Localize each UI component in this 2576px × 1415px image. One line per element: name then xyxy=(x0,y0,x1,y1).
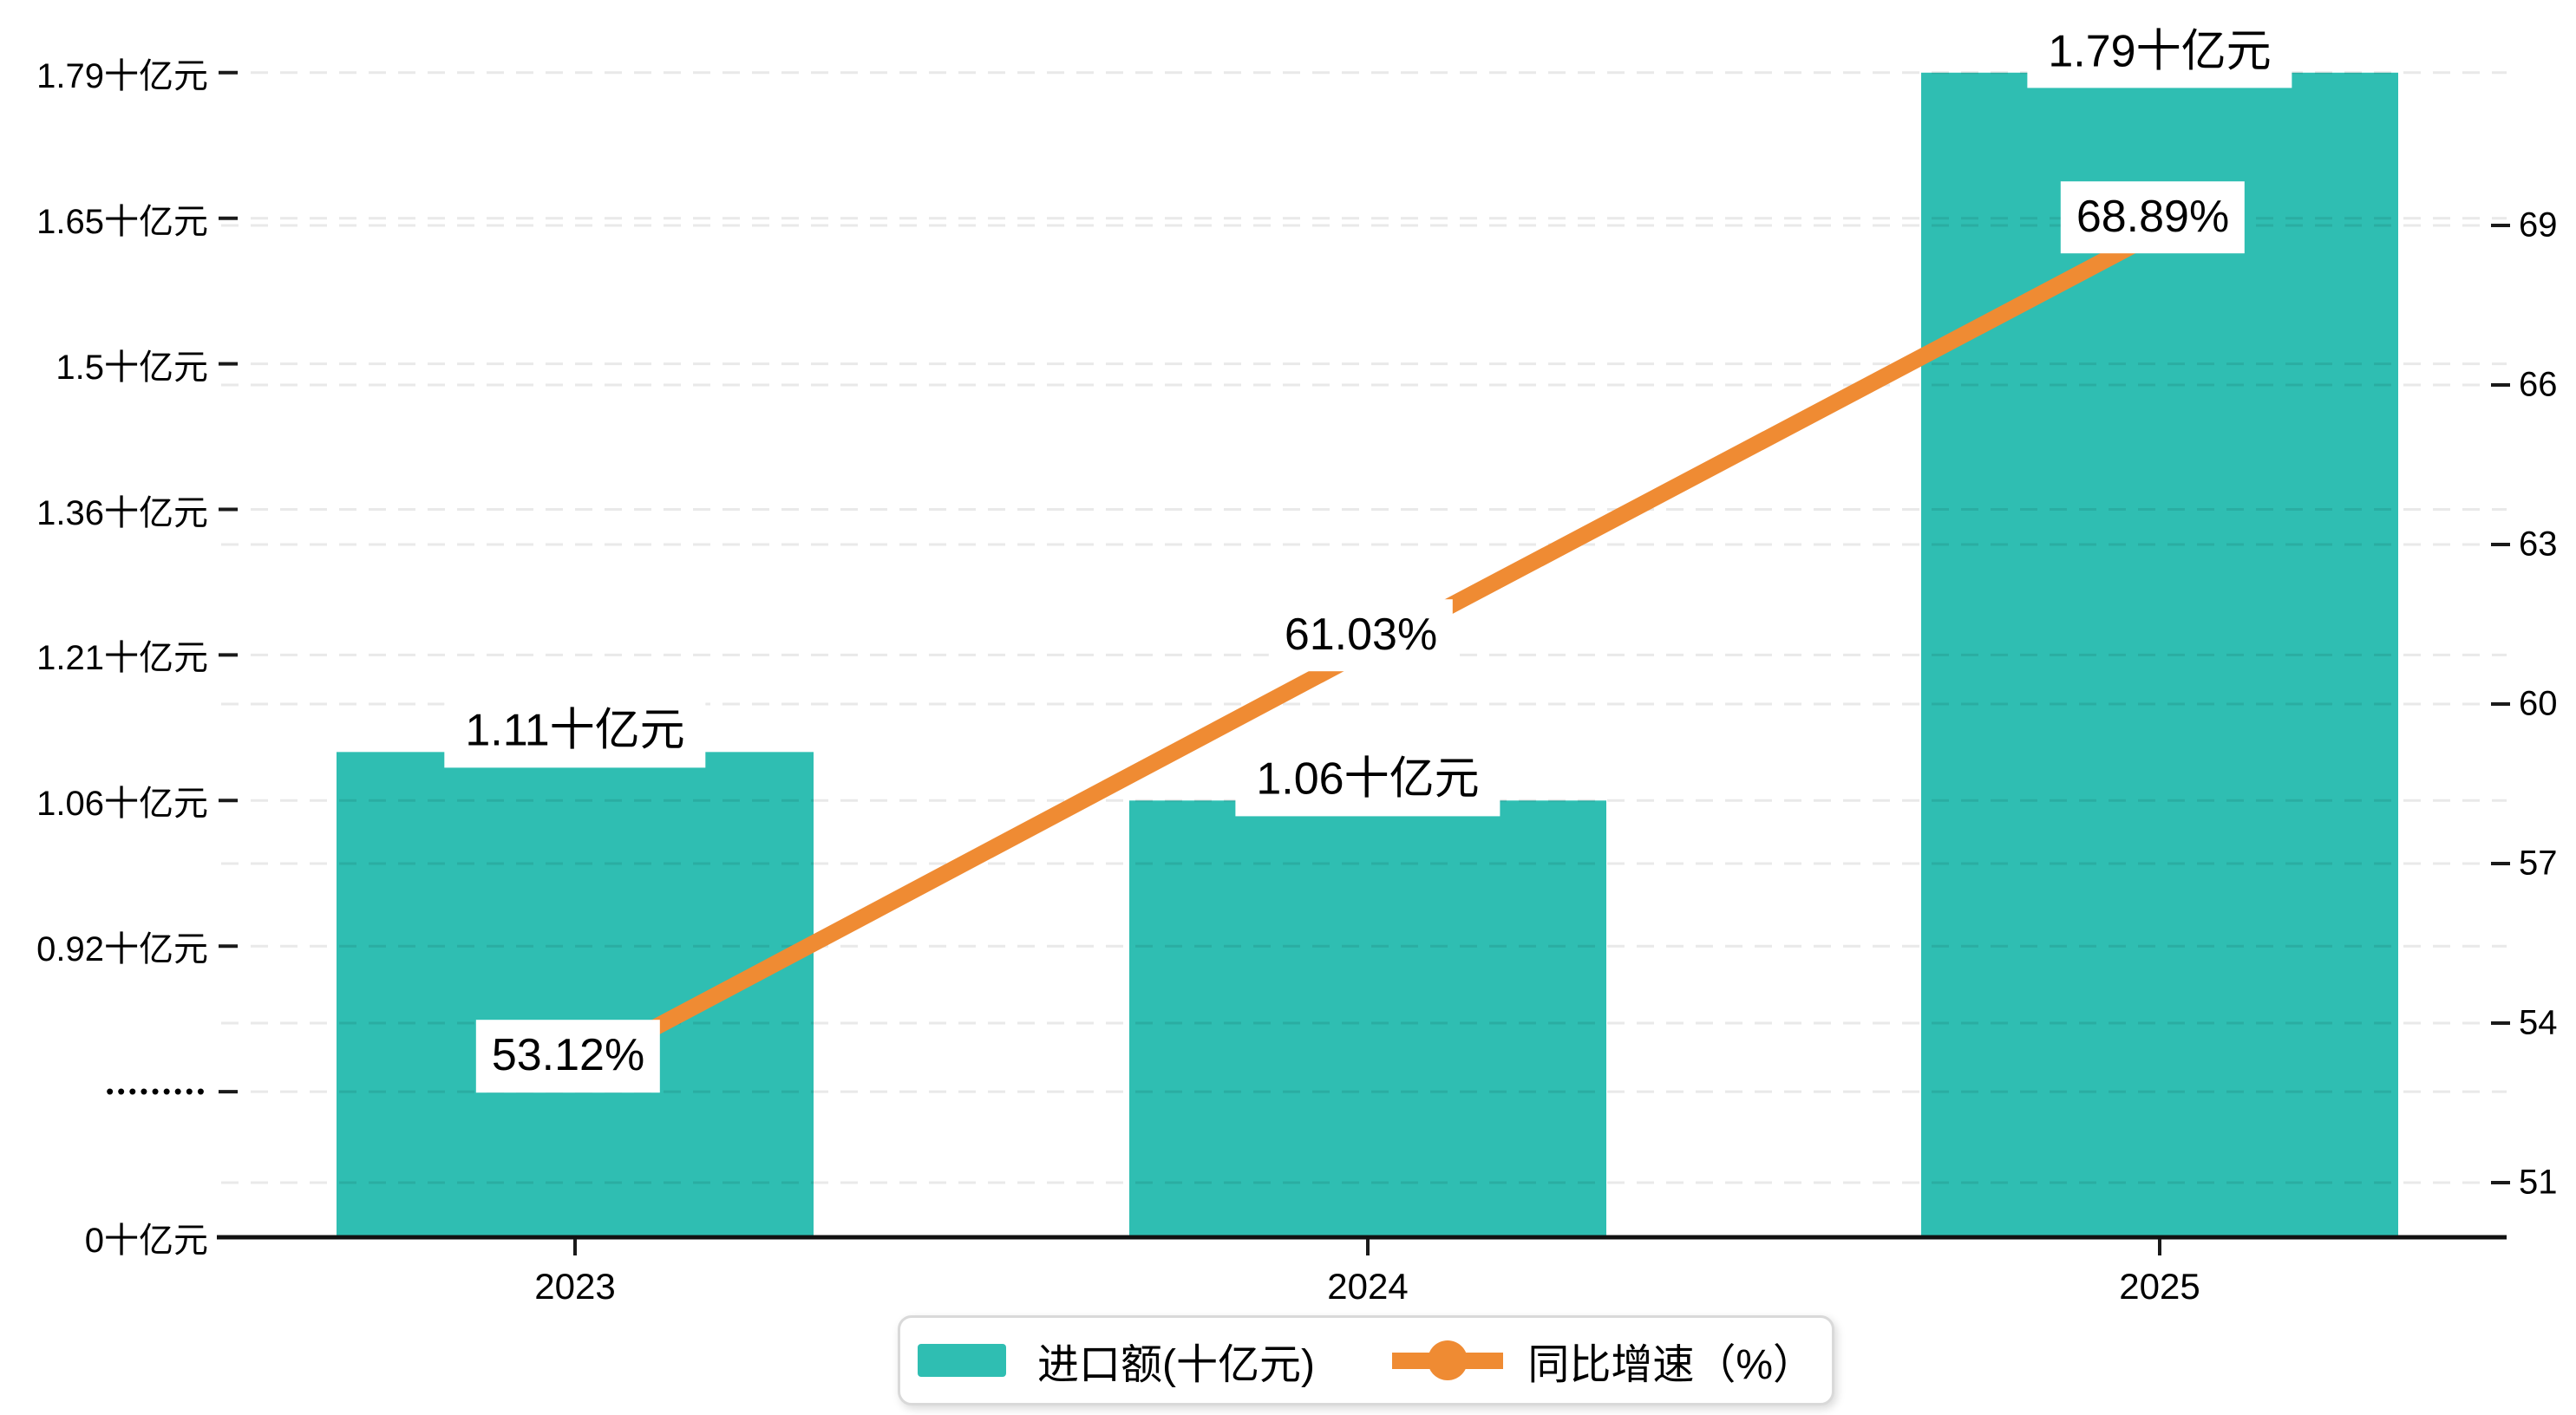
bar-value-label: 1.06十亿元 xyxy=(1235,743,1500,817)
right-axis-tick-label: 66 xyxy=(2519,365,2558,404)
right-axis-tick-label: 54 xyxy=(2519,1003,2558,1042)
left-axis-tick-label: 1.36十亿元 xyxy=(36,493,208,532)
legend-label-imports: 进口额(十亿元) xyxy=(1037,1342,1315,1388)
bar-value-label: 1.11十亿元 xyxy=(444,694,706,768)
growth-value-label: 53.12% xyxy=(475,1020,661,1092)
bar-2025[interactable] xyxy=(1921,72,2398,1236)
line-series-marker-icon xyxy=(1392,1340,1504,1381)
legend-item-imports[interactable]: 进口额(十亿元) xyxy=(918,1330,1315,1391)
right-axis-tick-label: 51 xyxy=(2519,1163,2558,1202)
left-axis-tick-label: 0十亿元 xyxy=(84,1222,208,1260)
right-axis-tick-label: 63 xyxy=(2519,525,2558,564)
growth-value-label: 68.89% xyxy=(2060,180,2246,254)
left-axis-tick-label: 1.5十亿元 xyxy=(56,348,208,387)
growth-value-label: 61.03% xyxy=(1268,599,1454,672)
bar-2024[interactable] xyxy=(1129,800,1606,1236)
left-axis-break-label: ••••••••• xyxy=(106,1078,208,1105)
x-axis-tick-label: 2024 xyxy=(1327,1266,1409,1307)
right-axis-tick-label: 60 xyxy=(2519,684,2558,723)
legend-item-growth[interactable]: 同比增速（%） xyxy=(1392,1330,1814,1391)
x-axis-tick-label: 2023 xyxy=(534,1266,616,1307)
left-axis-tick-label: 1.65十亿元 xyxy=(36,202,208,241)
left-axis-tick-label: 1.06十亿元 xyxy=(36,785,208,824)
left-axis-tick-label: 0.92十亿元 xyxy=(36,930,208,969)
left-axis-tick-label: 1.21十亿元 xyxy=(36,639,208,678)
legend-label-growth: 同比增速（%） xyxy=(1527,1342,1814,1388)
right-axis-tick-label: 57 xyxy=(2519,844,2558,883)
bar-value-label: 1.79十亿元 xyxy=(2027,16,2292,88)
bar-series-swatch-icon xyxy=(918,1344,1006,1377)
line-marker-dot xyxy=(1428,1340,1468,1380)
legend: 进口额(十亿元) 同比增速（%） xyxy=(898,1315,1834,1405)
right-axis-tick-label: 69 xyxy=(2519,205,2558,245)
x-axis-tick-label: 2025 xyxy=(2119,1266,2200,1307)
left-axis-tick-label: 1.79十亿元 xyxy=(36,56,208,95)
